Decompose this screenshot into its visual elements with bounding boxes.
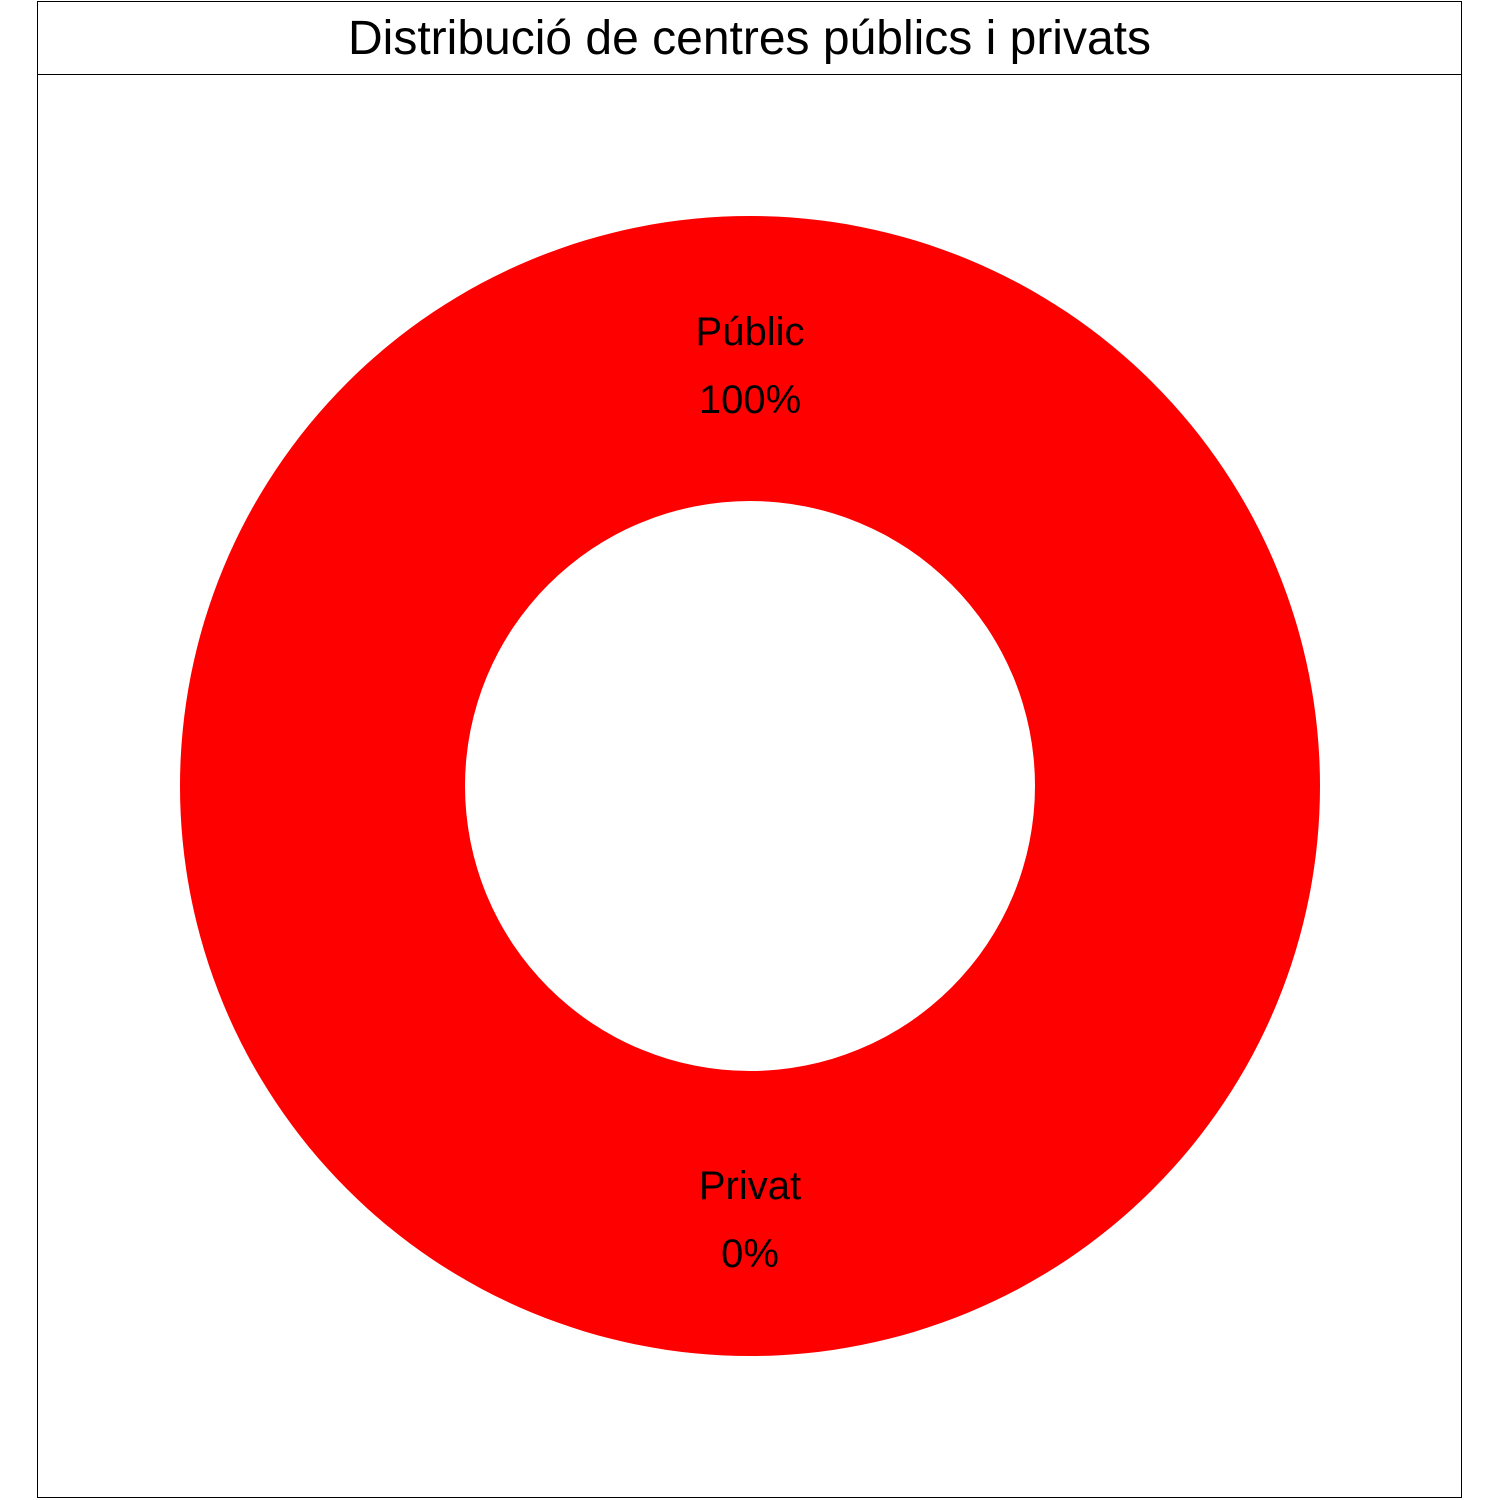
donut-slice-p-blic xyxy=(180,216,1320,1356)
chart-title: Distribució de centres públics i privats xyxy=(348,11,1151,65)
slice-label-p-blic: Públic xyxy=(696,310,805,354)
slice-percent-privat: 0% xyxy=(721,1232,779,1276)
chart-frame: Distribució de centres públics i privats xyxy=(37,1,1462,1498)
slice-percent-p-blic: 100% xyxy=(699,378,801,422)
title-strip: Distribució de centres públics i privats xyxy=(38,2,1461,75)
slice-label-privat: Privat xyxy=(699,1164,801,1208)
